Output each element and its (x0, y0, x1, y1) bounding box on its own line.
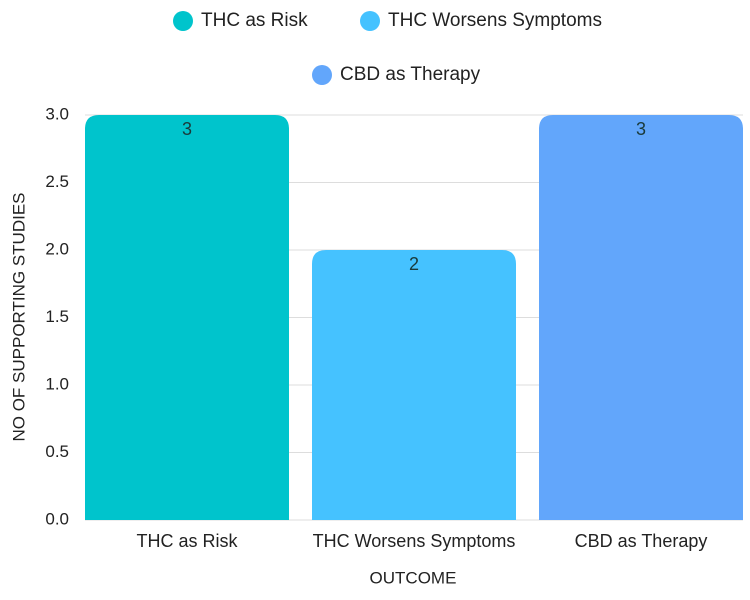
bar-value-label: 3 (636, 119, 646, 139)
y-tick-label: 1.5 (45, 307, 69, 326)
bars: 3 2 3 (85, 115, 743, 520)
legend-marker (312, 65, 332, 85)
legend-label: CBD as Therapy (340, 64, 481, 85)
x-tick-label: CBD as Therapy (575, 531, 708, 551)
x-tick-label: THC Worsens Symptoms (313, 531, 516, 551)
x-tick-label: THC as Risk (136, 531, 238, 551)
bar (312, 250, 516, 520)
y-tick-label: 1.0 (45, 374, 69, 393)
legend-marker (360, 11, 380, 31)
y-tick-label: 0.5 (45, 442, 69, 461)
legend-marker (173, 11, 193, 31)
y-axis-title: NO OF SUPPORTING STUDIES (9, 192, 28, 441)
bar (85, 115, 289, 520)
y-tick-label: 2.0 (45, 239, 69, 258)
legend-item: THC as Risk (173, 10, 308, 31)
bar-value-label: 3 (182, 119, 192, 139)
x-axis-title: OUTCOME (370, 568, 457, 587)
bar-value-label: 2 (409, 254, 419, 274)
legend-item: THC Worsens Symptoms (360, 10, 602, 31)
x-axis: THC as Risk THC Worsens Symptoms CBD as Th… (136, 531, 707, 551)
y-tick-label: 0.0 (45, 509, 69, 528)
y-axis: 0.0 0.5 1.0 1.5 2.0 2.5 3.0 (45, 104, 69, 528)
legend: THC as Risk THC Worsens Symptoms CBD as Th… (173, 10, 602, 85)
y-tick-label: 2.5 (45, 172, 69, 191)
legend-label: THC Worsens Symptoms (388, 10, 602, 31)
y-tick-label: 3.0 (45, 104, 69, 123)
legend-item: CBD as Therapy (312, 64, 481, 85)
bar (539, 115, 743, 520)
legend-label: THC as Risk (201, 10, 308, 31)
